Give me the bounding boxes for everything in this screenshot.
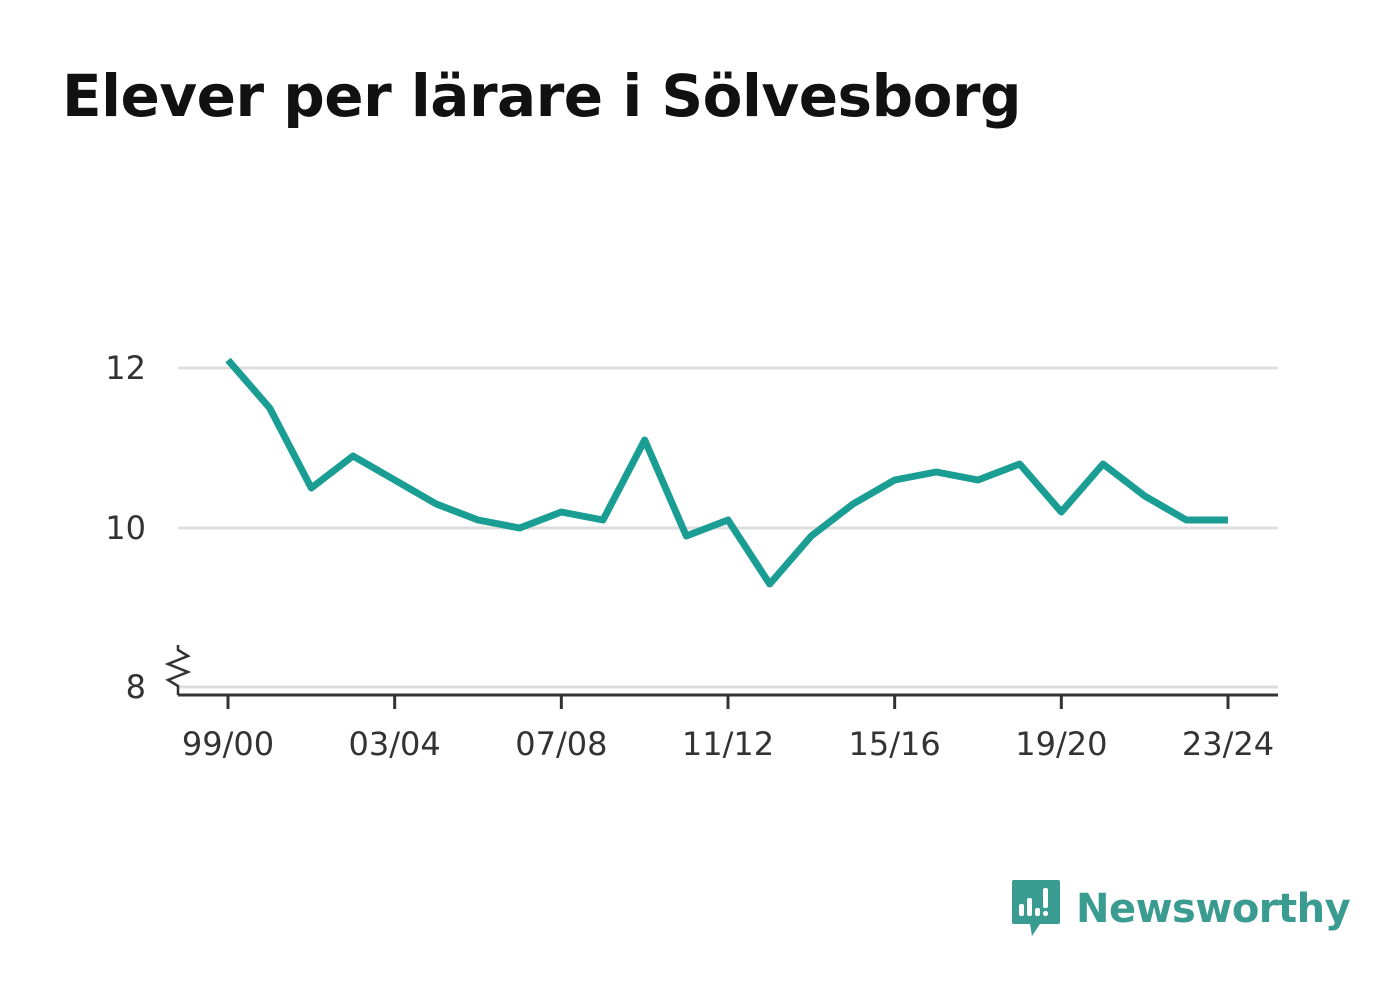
chart-title: Elever per lärare i Sölvesborg [62,62,1022,130]
brand-logo: Newsworthy [1010,878,1351,940]
data-point-23-24 [1225,517,1231,523]
y-axis-break [164,645,192,695]
data-point-02-03 [350,453,356,459]
data-point-13-14 [808,533,814,539]
data-point-10-11 [683,533,689,539]
data-point-15-16 [892,477,898,483]
x-tick-label-23-24: 23/24 [1182,725,1274,763]
data-point-03-04 [392,477,398,483]
data-point-11-12 [725,517,731,523]
data-point-17-18 [975,477,981,483]
series-line-0 [225,357,1228,588]
x-tick-label-99-00: 99/00 [182,725,274,763]
data-point-08-09 [600,517,606,523]
x-tick-label-03-04: 03/04 [349,725,441,763]
data-point-19-20 [1058,509,1064,515]
data-point-06-07 [517,525,523,531]
data-point-22-23 [1183,517,1189,523]
x-tick-label-11-12: 11/12 [682,725,774,763]
data-point-09-10 [642,437,648,443]
data-point-00-01 [267,405,273,411]
y-tick-label-10: 10 [105,509,146,547]
data-point-01-02 [308,485,314,491]
x-tick-label-15-16: 15/16 [849,725,941,763]
y-tick-label-12: 12 [105,349,146,387]
data-point-18-19 [1017,461,1023,467]
data-point-05-06 [475,517,481,523]
data-point-20-21 [1100,461,1106,467]
data-point-16-17 [933,469,939,475]
axes [164,645,1278,709]
y-tick-label-8: 8 [126,668,146,706]
tick-labels: 8 10 12 99/00 03/04 07/08 11/12 15/16 19/20 23/24 [105,349,1274,763]
x-tick-label-07-08: 07/08 [515,725,607,763]
brand-name: Newsworthy [1076,886,1351,932]
data-point-07-08 [558,509,564,515]
data-point-14-15 [850,501,856,507]
series-layer [225,357,1231,588]
data-point-12-13 [767,581,773,587]
data-point-99-00 [225,357,231,363]
newsworthy-logo-icon [1012,880,1060,936]
data-point-21-22 [1142,493,1148,499]
grid-lines [178,366,1278,689]
x-tick-label-19-20: 19/20 [1015,725,1107,763]
data-point-04-05 [433,501,439,507]
